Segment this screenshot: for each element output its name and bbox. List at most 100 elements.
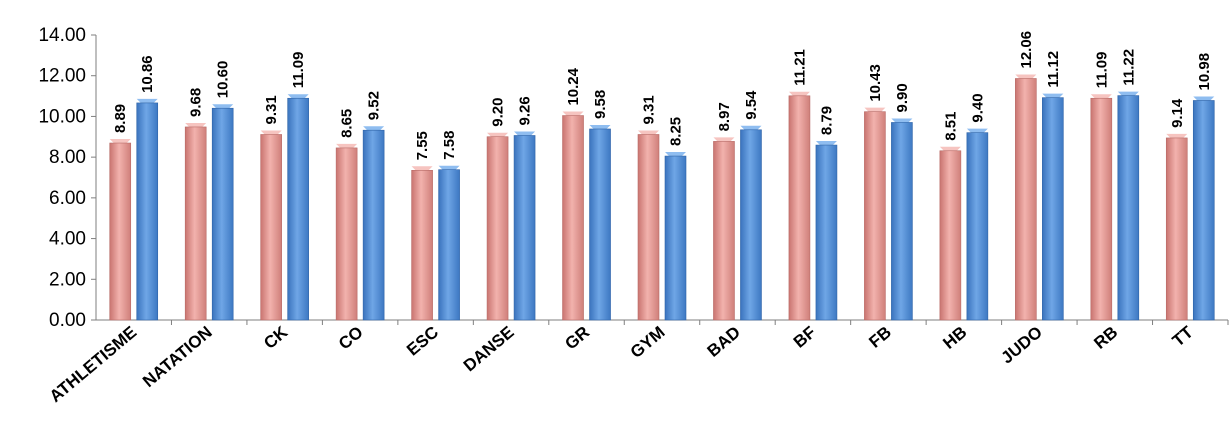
- data-label: 8.51: [942, 112, 959, 141]
- x-tick-label: NATATION: [139, 323, 216, 392]
- data-label: 8.25: [668, 117, 685, 146]
- bar-body: [966, 132, 989, 321]
- bar-bevel: [638, 130, 659, 135]
- bar-series-1: [486, 132, 509, 321]
- bar-body: [864, 111, 886, 321]
- bar-series-2: [362, 126, 385, 321]
- y-tick-label: 2.00: [49, 269, 86, 290]
- data-label: 7.55: [414, 131, 431, 160]
- bar-bevel: [864, 107, 886, 112]
- y-tick-label: 12.00: [38, 66, 86, 87]
- bar-bevel: [788, 91, 810, 96]
- data-label: 9.68: [188, 88, 205, 117]
- bar-series-2: [287, 94, 309, 321]
- y-tick-label: 4.00: [49, 229, 86, 250]
- bar-body: [287, 97, 309, 321]
- y-tick-label: 10.00: [38, 106, 86, 127]
- bar-bevel: [260, 130, 282, 135]
- bar-body: [184, 126, 207, 321]
- bar-series-2: [438, 165, 460, 321]
- bar-body: [1117, 95, 1140, 321]
- data-labels: 8.89 10.86 9.68 10.60 9.31 11.09 8.65 9.52 7.55 7…: [112, 31, 1213, 160]
- bar-bevel: [1117, 91, 1139, 96]
- bar-series-1: [637, 130, 660, 321]
- data-label: 11.12: [1045, 51, 1062, 88]
- bar-series-1: [184, 122, 207, 321]
- bar-series-2: [966, 128, 989, 321]
- data-label: 9.58: [592, 90, 609, 119]
- bar-series-2: [211, 104, 234, 321]
- bar-series-2: [664, 152, 687, 321]
- data-label: 11.21: [791, 49, 808, 86]
- x-tick-label: HB: [939, 323, 970, 353]
- bar-body: [513, 135, 536, 321]
- x-tick-label: RB: [1090, 323, 1121, 353]
- bar-series-1: [1165, 133, 1188, 321]
- x-tick-label: CK: [260, 322, 292, 353]
- x-tick-label: BAD: [704, 323, 744, 361]
- bar-body: [1165, 137, 1188, 321]
- data-label: 11.09: [290, 52, 307, 89]
- bar-bevel: [740, 125, 762, 130]
- y-axis: 0.00 2.00 4.00 6.00 8.00 10.00 12.00 14.00: [38, 25, 97, 331]
- bar-series-1: [864, 107, 886, 321]
- data-label: 9.31: [263, 95, 280, 124]
- bar-body: [1090, 97, 1113, 321]
- bar-bevel: [1090, 94, 1112, 99]
- data-label: 9.20: [490, 98, 507, 127]
- bar-bevel: [1193, 96, 1215, 101]
- bar-series-1: [1090, 94, 1113, 321]
- bar-bevel: [336, 143, 358, 148]
- bar-bevel: [966, 128, 988, 133]
- data-label: 8.79: [818, 106, 835, 135]
- x-tick-label: GR: [561, 323, 593, 354]
- bar-body: [1042, 97, 1064, 321]
- bar-body: [362, 129, 385, 321]
- bar-bevel: [891, 118, 913, 123]
- bar-body: [136, 102, 159, 321]
- bar-bevel: [438, 165, 460, 170]
- bar-body: [788, 95, 811, 321]
- bar-bevel: [1042, 93, 1064, 98]
- bar-body: [637, 134, 660, 321]
- data-label: 7.58: [441, 130, 458, 159]
- bar-bevel: [1166, 133, 1188, 138]
- data-label: 9.90: [894, 83, 911, 112]
- bar-series-2: [513, 131, 536, 321]
- bar-bevel: [514, 131, 536, 136]
- bar-body: [939, 150, 962, 321]
- bar-series-1: [788, 91, 811, 321]
- bar-body: [486, 136, 509, 321]
- data-label: 9.31: [641, 95, 658, 124]
- bar-bevel: [562, 111, 584, 116]
- y-tick-label: 8.00: [49, 147, 86, 168]
- bar-body: [664, 155, 687, 321]
- x-tick-label: ATHLETISME: [46, 323, 140, 407]
- bar-body: [1192, 100, 1215, 321]
- bar-series-1: [260, 130, 282, 321]
- bar-bevel: [185, 122, 207, 127]
- x-tick-label: CO: [335, 323, 367, 354]
- bar-bevel: [136, 98, 158, 103]
- x-tick-label: BF: [790, 323, 820, 352]
- bar-body: [260, 134, 282, 321]
- data-label: 10.98: [1196, 53, 1213, 91]
- data-label: 10.86: [139, 55, 156, 93]
- data-label: 11.09: [1093, 52, 1110, 89]
- bar-body: [411, 170, 433, 321]
- bar-bevel: [411, 166, 433, 171]
- x-tick-label: DANSE: [460, 323, 518, 376]
- bar-series-2: [136, 98, 159, 321]
- data-label: 11.22: [1120, 49, 1137, 86]
- data-label: 9.54: [743, 90, 760, 120]
- bar-body: [1015, 78, 1037, 321]
- data-label: 8.65: [339, 109, 356, 138]
- bar-bevel: [939, 146, 961, 151]
- bar-series-1: [411, 166, 433, 321]
- bar-series-2: [740, 125, 762, 321]
- bar-series-1: [1015, 74, 1037, 321]
- bar-body: [211, 107, 234, 321]
- data-label: 9.14: [1169, 98, 1186, 128]
